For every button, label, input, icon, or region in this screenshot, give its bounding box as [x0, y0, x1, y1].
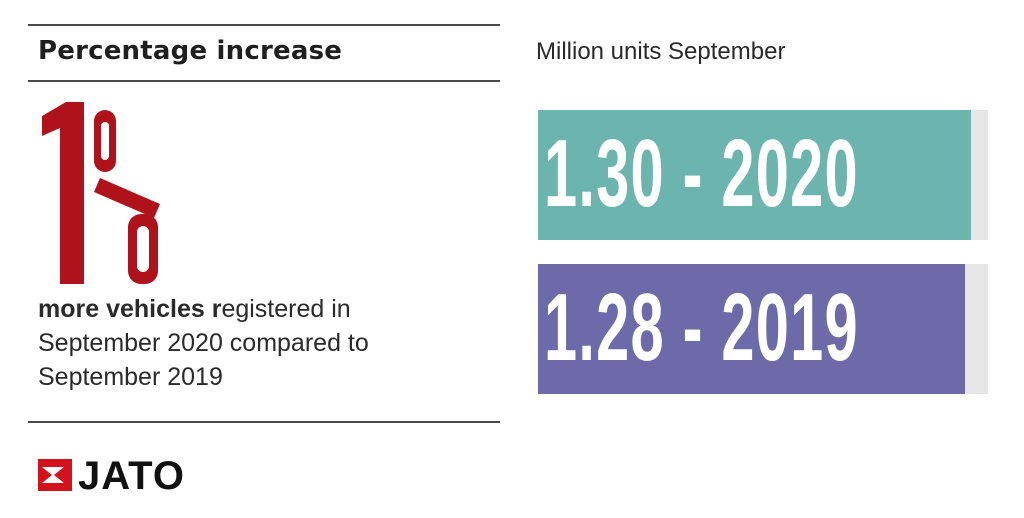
logo-wordmark: JATO	[78, 454, 185, 498]
bar-track-2019: 1.28 - 2019	[538, 264, 988, 394]
jato-logo: JATO	[38, 456, 208, 496]
chart-title: Million units September	[536, 38, 786, 65]
bar-track-2020: 1.30 - 2020	[538, 110, 988, 240]
heading-divider	[28, 80, 500, 82]
big-number-figure: 1%	[42, 102, 160, 284]
bar-label-2020: 1.30 - 2020	[544, 120, 859, 227]
bar-chart: 1.30 - 2020 1.28 - 2019	[538, 110, 988, 400]
panel-heading: Percentage increase	[38, 36, 343, 66]
jato-logo-icon	[38, 459, 72, 491]
top-divider	[28, 24, 500, 26]
description-rest: egistered in September 2020 compared to …	[38, 295, 369, 391]
percent-sign-icon	[94, 110, 160, 284]
bottom-divider	[28, 421, 500, 423]
bar-2019: 1.28 - 2019	[538, 264, 965, 394]
bar-label-2019: 1.28 - 2019	[544, 274, 859, 381]
bar-2020: 1.30 - 2020	[538, 110, 971, 240]
big-number-digit-one	[42, 102, 84, 284]
increase-description: more vehicles registered in September 20…	[38, 292, 478, 394]
description-bold: more vehicles r	[38, 295, 222, 323]
